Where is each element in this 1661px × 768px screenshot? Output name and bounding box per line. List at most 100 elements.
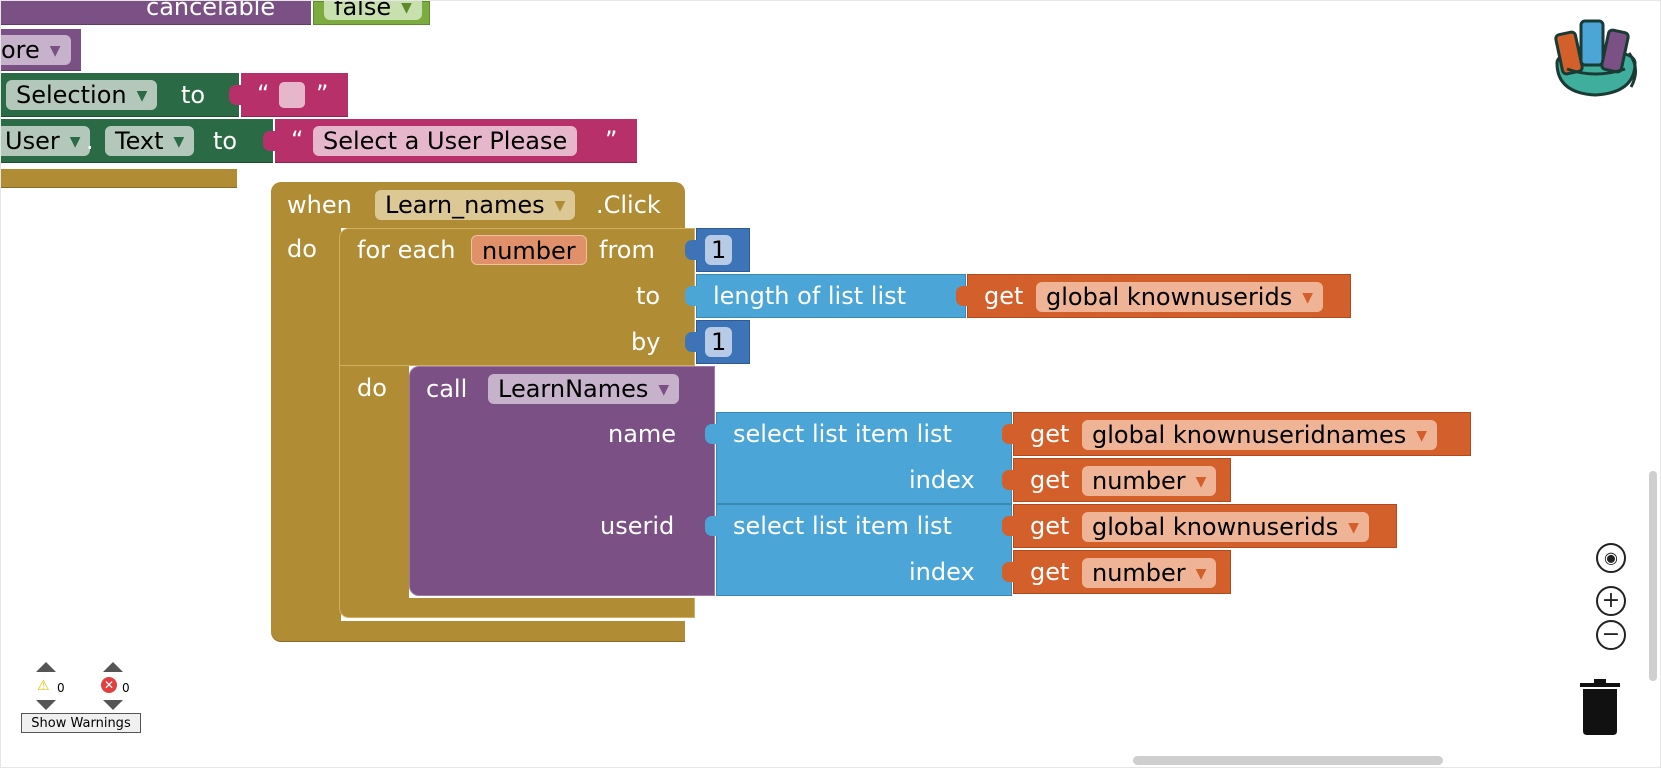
call-procedure-block[interactable]: call LearnNames ▼ name userid: [409, 366, 715, 596]
by-number-block[interactable]: 1: [685, 320, 750, 364]
select-user-text-field[interactable]: Select a User Please: [313, 126, 578, 156]
length-of-list-block[interactable]: length of list list: [685, 274, 966, 318]
name-arg-label: name: [608, 420, 677, 448]
event-footer: [271, 621, 685, 642]
quote-close: ”: [605, 126, 618, 154]
get-label: get: [1030, 558, 1070, 586]
connector: [1002, 562, 1016, 582]
knownuseridnames-dropdown[interactable]: global knownuseridnames ▼: [1082, 420, 1438, 450]
selection-dropdown[interactable]: Selection ▼: [6, 80, 158, 110]
empty-text-field[interactable]: [279, 82, 305, 108]
when-label: when: [287, 191, 352, 219]
for-each-label: for each: [357, 236, 456, 264]
loop-arm: [339, 366, 409, 598]
chevron-down-icon: ▼: [136, 88, 148, 104]
get-knownuserids-block[interactable]: get global knownuserids ▼: [956, 274, 1351, 318]
error-prev-icon[interactable]: [103, 662, 123, 672]
knownuserids-dropdown[interactable]: global knownuserids ▼: [1082, 512, 1369, 542]
chevron-down-icon: ▼: [1348, 520, 1359, 536]
warning-count: 0: [57, 681, 65, 695]
when-click-event-block[interactable]: when Learn_names ▼ .Click do: [271, 182, 685, 642]
false-dropdown[interactable]: false ▼: [324, 1, 422, 20]
trash-icon[interactable]: [1580, 679, 1620, 735]
number-dropdown[interactable]: number ▼: [1082, 558, 1217, 588]
vertical-scrollbar[interactable]: [1649, 471, 1657, 681]
loop-footer: [339, 598, 695, 618]
zoom-in-button[interactable]: +: [1596, 586, 1626, 616]
get-number-block[interactable]: get number ▼: [1002, 458, 1231, 502]
to-label: to: [213, 127, 238, 155]
get-label: get: [984, 282, 1024, 310]
recenter-icon[interactable]: ◉: [1596, 543, 1626, 573]
chevron-down-icon: ▼: [1416, 428, 1428, 444]
more-dropdown[interactable]: ore ▼: [1, 35, 71, 65]
warning-prev-icon[interactable]: [36, 662, 56, 672]
get-knownuseridnames-block[interactable]: get global knownuseridnames ▼: [1002, 412, 1471, 456]
false-block[interactable]: false ▼: [313, 1, 430, 25]
quote-close: ”: [316, 80, 329, 108]
cancelable-label: cancelable: [146, 0, 276, 21]
error-icon: ✕: [101, 677, 117, 693]
chevron-down-icon: ▼: [1195, 566, 1207, 582]
more-block[interactable]: ore ▼: [1, 29, 81, 71]
warning-next-icon[interactable]: [36, 700, 56, 710]
connector: [685, 240, 699, 260]
user-dropdown[interactable]: User ▼: [1, 126, 91, 156]
to-label: to: [181, 81, 206, 109]
error-next-icon[interactable]: [103, 700, 123, 710]
select-list-item-names-block[interactable]: select list item list index: [705, 412, 1012, 504]
userid-arg-label: userid: [600, 512, 675, 540]
for-each-loop-block[interactable]: for each number from to by do: [339, 228, 695, 618]
text-property-dropdown[interactable]: Text ▼: [105, 126, 195, 156]
from-value-field[interactable]: 1: [705, 235, 733, 265]
horizontal-scrollbar[interactable]: [1133, 756, 1443, 765]
select-list-item-ids-block[interactable]: select list item list index: [705, 504, 1012, 596]
event-name-label: .Click: [596, 191, 661, 219]
backpack-icon[interactable]: [1549, 13, 1641, 99]
by-label: by: [631, 328, 661, 356]
connector: [705, 516, 719, 536]
chevron-down-icon: ▼: [554, 198, 566, 214]
length-of-list-label: length of list list: [713, 282, 907, 310]
loop-do-label: do: [357, 374, 387, 402]
get-label: get: [1030, 466, 1070, 494]
index-label: index: [909, 558, 975, 586]
show-warnings-button[interactable]: Show Warnings: [21, 713, 141, 733]
from-label: from: [599, 236, 655, 264]
get-label: get: [1030, 420, 1070, 448]
chevron-down-icon: ▼: [173, 134, 185, 150]
empty-text-block[interactable]: “ ”: [229, 73, 348, 117]
get-knownuserids-block-2[interactable]: get global knownuserids ▼: [1002, 504, 1397, 548]
number-dropdown[interactable]: number ▼: [1082, 466, 1217, 496]
quote-open: “: [257, 80, 270, 108]
quote-open: “: [291, 126, 304, 154]
select-list-item-label: select list item list: [733, 420, 952, 448]
connector: [705, 424, 719, 444]
connector: [956, 286, 970, 306]
procedure-dropdown[interactable]: LearnNames ▼: [488, 374, 680, 404]
knownuserids-dropdown[interactable]: global knownuserids ▼: [1036, 282, 1323, 312]
get-number-block-2[interactable]: get number ▼: [1002, 550, 1231, 594]
chevron-down-icon: ▼: [1195, 474, 1207, 490]
select-user-text-block[interactable]: “ Select a User Please ”: [263, 119, 637, 163]
chevron-down-icon: ▼: [658, 382, 670, 398]
set-text-block[interactable]: User ▼ . Text ▼ to: [1, 119, 273, 163]
connector: [685, 286, 699, 306]
to-label: to: [636, 282, 661, 310]
event-block-bottom: [1, 169, 237, 188]
set-selection-block[interactable]: Selection ▼ to: [1, 73, 239, 117]
dot-label: .: [86, 127, 94, 155]
cancelable-block[interactable]: cancelable: [1, 1, 311, 25]
connector: [229, 85, 243, 105]
from-number-block[interactable]: 1: [685, 228, 750, 272]
by-value-field[interactable]: 1: [705, 327, 733, 357]
component-dropdown[interactable]: Learn_names ▼: [375, 190, 576, 220]
get-label: get: [1030, 512, 1070, 540]
loop-variable-field[interactable]: number: [471, 235, 587, 265]
connector: [1002, 424, 1016, 444]
warning-icon: ⚠: [37, 678, 50, 694]
zoom-out-button[interactable]: −: [1596, 620, 1626, 650]
do-label: do: [287, 235, 317, 263]
connector: [1002, 516, 1016, 536]
